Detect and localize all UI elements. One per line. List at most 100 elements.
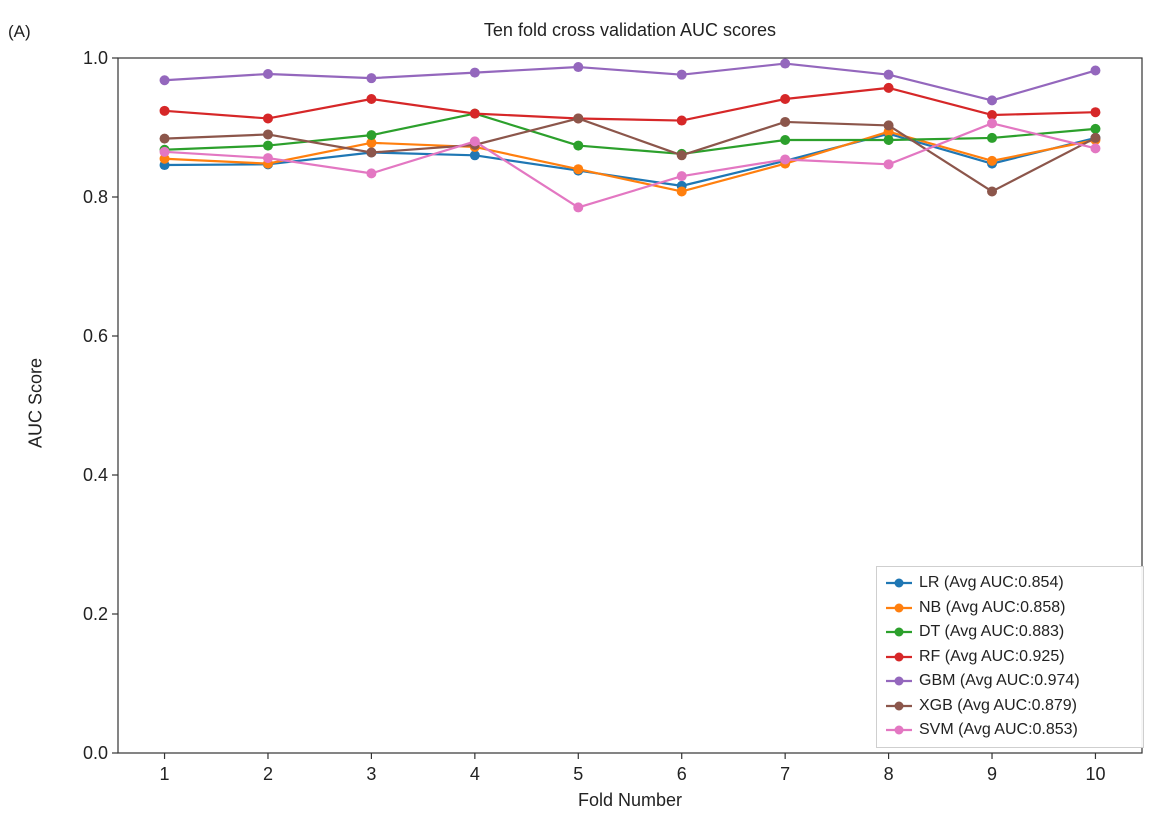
series-line-gbm — [164, 62, 1096, 102]
x-tick-label: 5 — [573, 764, 583, 784]
data-point-svm — [159, 146, 170, 157]
data-point-svm — [469, 136, 480, 147]
legend-label-gbm: GBM (Avg AUC:0.974) — [919, 672, 1080, 690]
y-tick-label: 0.6 — [83, 326, 108, 346]
data-point-nb — [366, 137, 377, 148]
legend-item-svm: SVM (Avg AUC:0.853) — [885, 718, 1135, 743]
legend-item-lr: LR (Avg AUC:0.854) — [885, 571, 1135, 596]
data-point-xgb — [676, 150, 687, 161]
data-point-rf — [780, 94, 791, 105]
panel-label: (A) — [8, 22, 31, 41]
data-point-gbm — [573, 62, 584, 73]
data-point-xgb — [883, 120, 894, 131]
data-point-xgb — [262, 129, 273, 140]
y-tick-label: 1.0 — [83, 48, 108, 68]
series-line-nb — [164, 130, 1096, 193]
y-tick-label: 0.2 — [83, 604, 108, 624]
data-point-gbm — [883, 69, 894, 80]
data-point-xgb — [366, 147, 377, 158]
data-point-dt — [780, 135, 791, 146]
data-point-rf — [676, 115, 687, 126]
data-point-svm — [780, 154, 791, 165]
data-point-dt — [262, 140, 273, 151]
data-point-xgb — [573, 113, 584, 124]
data-point-svm — [573, 202, 584, 213]
data-point-rf — [469, 108, 480, 119]
x-tick-label: 3 — [366, 764, 376, 784]
data-point-svm — [676, 171, 687, 182]
x-axis-label: Fold Number — [577, 790, 683, 810]
legend-item-gbm: GBM (Avg AUC:0.974) — [885, 669, 1135, 694]
y-tick-label: 0.8 — [83, 187, 108, 207]
data-point-xgb — [1090, 132, 1101, 143]
chart-title: Ten fold cross validation AUC scores — [483, 20, 777, 40]
data-point-svm — [987, 118, 998, 129]
data-point-rf — [1090, 107, 1101, 118]
data-point-gbm — [780, 58, 791, 69]
legend-label-lr: LR (Avg AUC:0.854) — [919, 574, 1064, 592]
legend-label-rf: RF (Avg AUC:0.925) — [919, 647, 1065, 665]
data-point-rf — [883, 82, 894, 93]
data-point-nb — [987, 155, 998, 166]
legend-swatch-nb — [886, 603, 912, 613]
x-tick-label: 1 — [160, 764, 170, 784]
series-line-dt — [164, 112, 1096, 156]
axes: 0.0 0.2 0.4 0.6 0.8 1.0 1 2 3 4 5 6 7 8 9 10 — [83, 48, 1143, 784]
series-line-rf — [164, 86, 1096, 122]
x-tick-label: 8 — [884, 764, 894, 784]
data-point-xgb — [159, 133, 170, 144]
legend-label-nb: NB (Avg AUC:0.858) — [919, 598, 1066, 616]
data-point-rf — [366, 94, 377, 105]
data-point-xgb — [780, 116, 791, 127]
data-point-lr — [469, 150, 480, 161]
data-point-gbm — [1090, 65, 1101, 76]
data-point-rf — [987, 109, 998, 120]
legend-swatch-rf — [886, 652, 912, 662]
data-point-svm — [1090, 143, 1101, 154]
data-point-dt — [573, 140, 584, 151]
y-tick-label: 0.4 — [83, 465, 108, 485]
legend-item-dt: DT (Avg AUC:0.883) — [885, 620, 1135, 645]
data-point-nb — [573, 164, 584, 175]
legend: LR (Avg AUC:0.854) NB (Avg AUC:0.858) DT (… — [876, 566, 1144, 748]
data-point-rf — [159, 105, 170, 116]
legend-label-dt: DT (Avg AUC:0.883) — [919, 623, 1065, 641]
data-point-xgb — [987, 186, 998, 197]
data-point-nb — [676, 186, 687, 197]
legend-swatch-lr — [886, 578, 912, 588]
data-point-gbm — [366, 73, 377, 84]
x-tick-label: 9 — [987, 764, 997, 784]
data-point-gbm — [676, 69, 687, 80]
legend-swatch-gbm — [886, 676, 912, 686]
data-point-rf — [262, 113, 273, 124]
data-point-gbm — [159, 75, 170, 86]
x-tick-label: 10 — [1085, 764, 1105, 784]
legend-swatch-dt — [886, 627, 912, 637]
legend-item-xgb: XGB (Avg AUC:0.879) — [885, 694, 1135, 719]
legend-item-nb: NB (Avg AUC:0.858) — [885, 596, 1135, 621]
series-layer — [159, 58, 1101, 213]
x-tick-label: 7 — [780, 764, 790, 784]
data-point-nb — [159, 153, 170, 164]
data-point-dt — [987, 132, 998, 143]
legend-swatch-svm — [886, 725, 912, 735]
series-line-lr — [164, 132, 1096, 187]
data-point-svm — [366, 168, 377, 179]
legend-item-rf: RF (Avg AUC:0.925) — [885, 645, 1135, 670]
legend-label-xgb: XGB (Avg AUC:0.879) — [919, 696, 1077, 714]
data-point-dt — [1090, 123, 1101, 134]
data-point-dt — [366, 130, 377, 141]
legend-swatch-xgb — [886, 701, 912, 711]
y-tick-label: 0.0 — [83, 743, 108, 763]
data-point-gbm — [987, 95, 998, 106]
series-line-xgb — [164, 117, 1096, 193]
series-line-svm — [164, 122, 1096, 209]
x-tick-label: 6 — [677, 764, 687, 784]
data-point-gbm — [262, 68, 273, 79]
plot-frame — [117, 57, 1143, 754]
data-point-svm — [262, 153, 273, 164]
x-tick-label: 4 — [470, 764, 480, 784]
data-point-svm — [883, 159, 894, 170]
x-tick-label: 2 — [263, 764, 273, 784]
